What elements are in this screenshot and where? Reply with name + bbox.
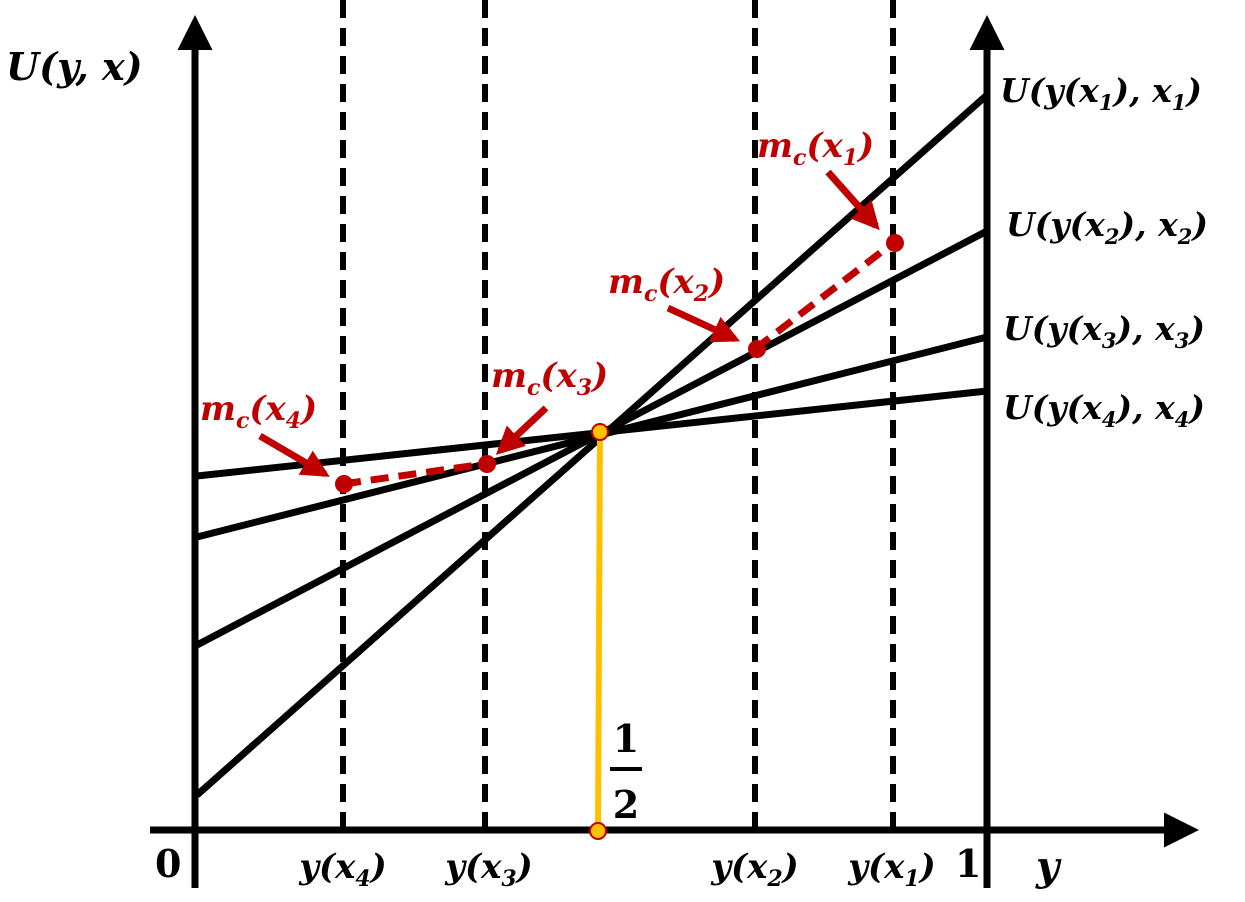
mc-connectors <box>342 240 896 488</box>
mc-arrows <box>258 169 880 478</box>
line-label-3: U(y(x3), x3) <box>1003 309 1205 353</box>
mc-label-3: mc(x3) <box>491 356 608 401</box>
line-label-4: U(y(x4), x4) <box>1003 388 1205 432</box>
y-axis-label: U(y, x) <box>6 44 143 89</box>
mc-label-4: mc(x4) <box>200 389 317 434</box>
line-label-1: U(y(x1), x1) <box>1000 71 1202 115</box>
half-denominator: 2 <box>613 782 639 827</box>
axes <box>150 15 1199 888</box>
arrow-mc-2 <box>666 304 741 343</box>
tick-label-x3: y(x3) <box>444 847 533 892</box>
connector-4-3 <box>342 460 486 488</box>
dashed-guides <box>340 0 896 830</box>
half-numerator: 1 <box>613 716 639 761</box>
tick-label-x4: y(x4) <box>298 847 387 892</box>
x-axis-label: y <box>1035 843 1062 890</box>
one-label: 1 <box>955 841 981 886</box>
arrow-mc-1 <box>825 169 880 231</box>
mc-point-2 <box>748 340 766 358</box>
line-labels: U(y(x1), x1) U(y(x2), x2) U(y(x3), x3) U… <box>1000 71 1208 432</box>
mc-points <box>335 234 904 493</box>
arrow-mc-3 <box>495 405 549 455</box>
x-tick-labels: y(x4) y(x3) y(x2) y(x1) <box>298 847 936 892</box>
half-top-dot <box>591 423 609 441</box>
half-label: 1 2 <box>610 716 642 827</box>
mc-label-2: mc(x2) <box>608 262 725 307</box>
half-bottom-dot <box>589 822 607 840</box>
tick-label-x1: y(x1) <box>847 847 936 892</box>
tick-label-x2: y(x2) <box>710 847 799 892</box>
origin-label: 0 <box>155 841 181 886</box>
line-label-2: U(y(x2), x2) <box>1006 205 1208 249</box>
connector-2-1 <box>752 240 896 352</box>
mc-point-3 <box>478 455 496 473</box>
half-marker-line <box>595 431 603 831</box>
utility-line-1 <box>194 92 990 798</box>
utility-lines <box>194 92 990 798</box>
mc-label-1: mc(x1) <box>757 126 874 171</box>
mc-point-1 <box>886 234 904 252</box>
mc-point-4 <box>335 475 353 493</box>
mc-labels: mc(x1) mc(x2) mc(x3) mc(x4) <box>200 126 874 434</box>
arrow-mc-4 <box>258 432 330 478</box>
